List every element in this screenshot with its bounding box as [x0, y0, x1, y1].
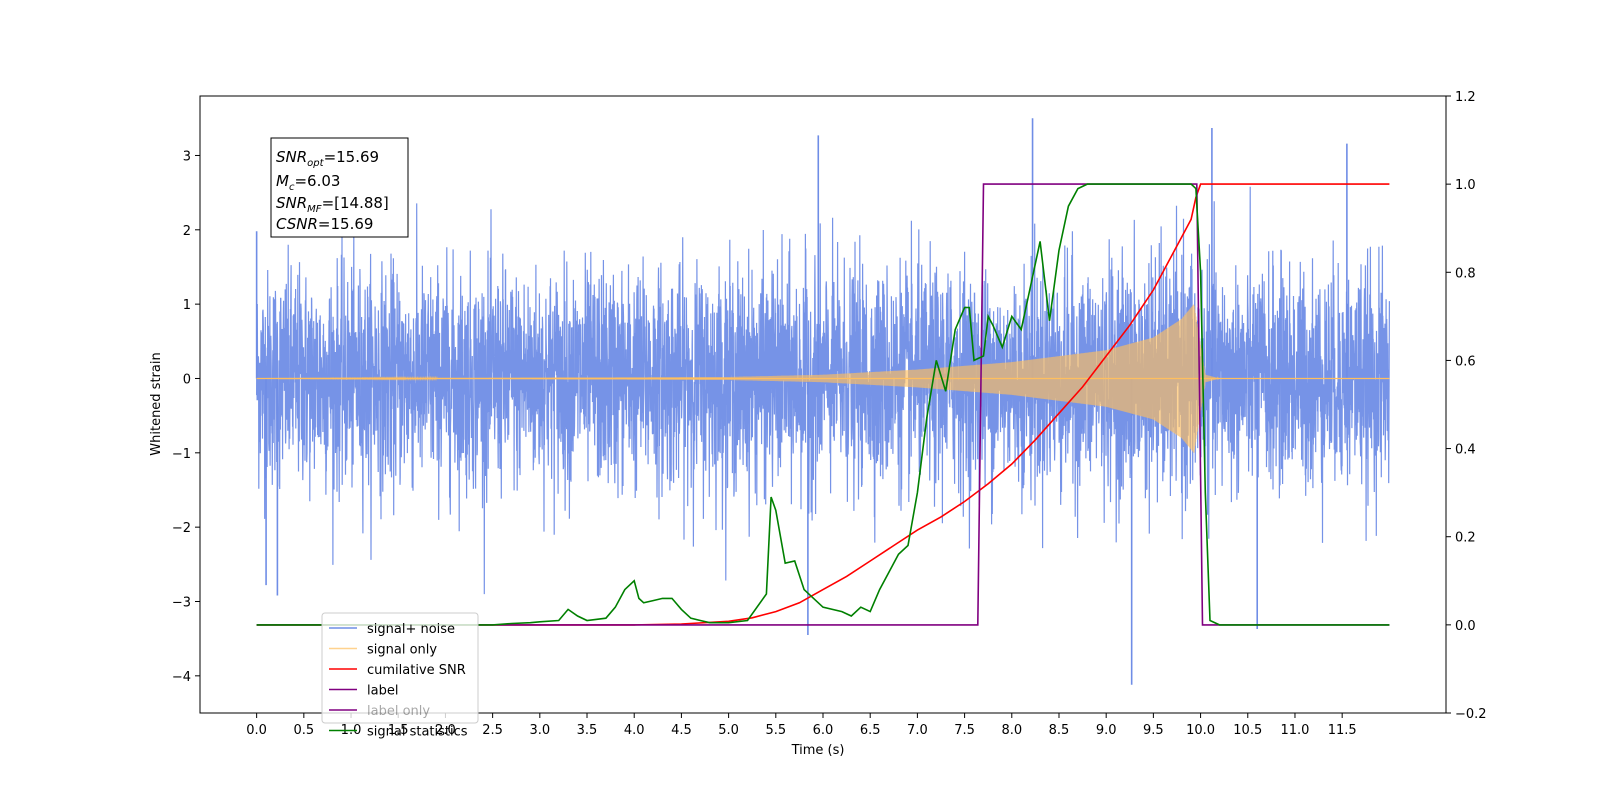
- stat-mc: Mc=6.03: [276, 172, 340, 193]
- series-signal-plus-noise: [255, 118, 1390, 685]
- y-left-tick-label: 0: [183, 372, 191, 387]
- series-signal-only: [256, 304, 1390, 453]
- x-tick-label: 3.5: [577, 723, 598, 738]
- y-axis-label: Whitened strain: [149, 352, 164, 455]
- x-tick-label: 11.5: [1328, 723, 1357, 738]
- x-axis-ticks: 0.0 0.5 1.0 1.5 2.0 2.5 3.0 3.5 4.0 4.5 5.0 5.5 6.0 6…: [246, 713, 1357, 738]
- x-tick-label: 6.0: [813, 723, 834, 738]
- legend-label: label only: [367, 704, 430, 719]
- plot-area: [255, 118, 1390, 685]
- y-left-tick-label: −2: [172, 521, 191, 536]
- legend-label: signal+ noise: [367, 622, 455, 637]
- y-right-tick-label: 1.2: [1455, 90, 1476, 105]
- y-left-tick-label: −1: [172, 447, 191, 462]
- legend-label: cumilative SNR: [367, 663, 466, 678]
- x-tick-label: 7.5: [954, 723, 975, 738]
- y-left-tick-label: −4: [172, 670, 191, 685]
- x-tick-label: 5.0: [718, 723, 739, 738]
- y-right-tick-label: 0.2: [1455, 531, 1476, 546]
- x-tick-label: 9.5: [1143, 723, 1164, 738]
- y-right-tick-label: 0.4: [1455, 443, 1476, 458]
- y-axis-right-ticks: −0.2 0.0 0.2 0.4 0.6 0.8 1.0 1.2: [1446, 90, 1487, 722]
- legend-label: signal only: [367, 643, 437, 658]
- x-tick-label: 4.0: [624, 723, 645, 738]
- y-right-tick-label: 0.0: [1455, 619, 1476, 634]
- x-tick-label: 5.5: [765, 723, 786, 738]
- y-left-tick-label: 1: [183, 298, 191, 313]
- y-axis-left-ticks: −4 −3 −2 −1 0 1 2 3: [172, 149, 200, 685]
- x-tick-label: 2.5: [482, 723, 503, 738]
- y-right-tick-label: 0.6: [1455, 354, 1476, 369]
- stats-box-frame: [270, 137, 409, 238]
- y-right-tick-label: 0.8: [1455, 266, 1476, 281]
- y-right-tick-label: −0.2: [1455, 707, 1487, 722]
- legend-label: signal statistics: [367, 725, 468, 740]
- legend-label: label: [367, 684, 398, 699]
- x-tick-label: 8.0: [1001, 723, 1022, 738]
- x-tick-label: 8.5: [1049, 723, 1070, 738]
- right-axis-series: [256, 183, 1390, 626]
- x-axis-label: Time (s): [791, 743, 845, 758]
- x-tick-label: 10.0: [1186, 723, 1215, 738]
- y-left-tick-label: 2: [183, 224, 191, 239]
- x-tick-label: 0.0: [246, 723, 267, 738]
- legend: signal+ noise signal only cumilative SNR la…: [321, 612, 479, 740]
- stats-annotation-box: SNRopt=15.69 Mc=6.03 SNRMF=[14.88] CSNR=…: [270, 137, 409, 238]
- x-tick-label: 3.0: [529, 723, 550, 738]
- legend-frame: [321, 612, 479, 724]
- y-left-tick-label: 3: [183, 149, 191, 164]
- x-tick-label: 7.0: [907, 723, 928, 738]
- x-tick-label: 10.5: [1233, 723, 1262, 738]
- x-tick-label: 1.5: [388, 723, 409, 738]
- x-tick-label: 4.5: [671, 723, 692, 738]
- stat-csnr: CSNR=15.69: [276, 215, 373, 233]
- series-line-signal-statistics: [256, 183, 1390, 626]
- series-line-cumilative-snr: [256, 183, 1390, 626]
- stat-snr-opt: SNRopt=15.69: [276, 148, 379, 169]
- stat-snr-mf: SNRMF=[14.88]: [276, 194, 389, 215]
- x-tick-label: 2.0: [435, 723, 456, 738]
- x-tick-label: 11.0: [1280, 723, 1309, 738]
- y-right-tick-label: 1.0: [1455, 178, 1476, 193]
- x-tick-label: 9.0: [1096, 723, 1117, 738]
- x-tick-label: 0.5: [293, 723, 314, 738]
- y-left-tick-label: −3: [172, 595, 191, 610]
- x-tick-label: 6.5: [860, 723, 881, 738]
